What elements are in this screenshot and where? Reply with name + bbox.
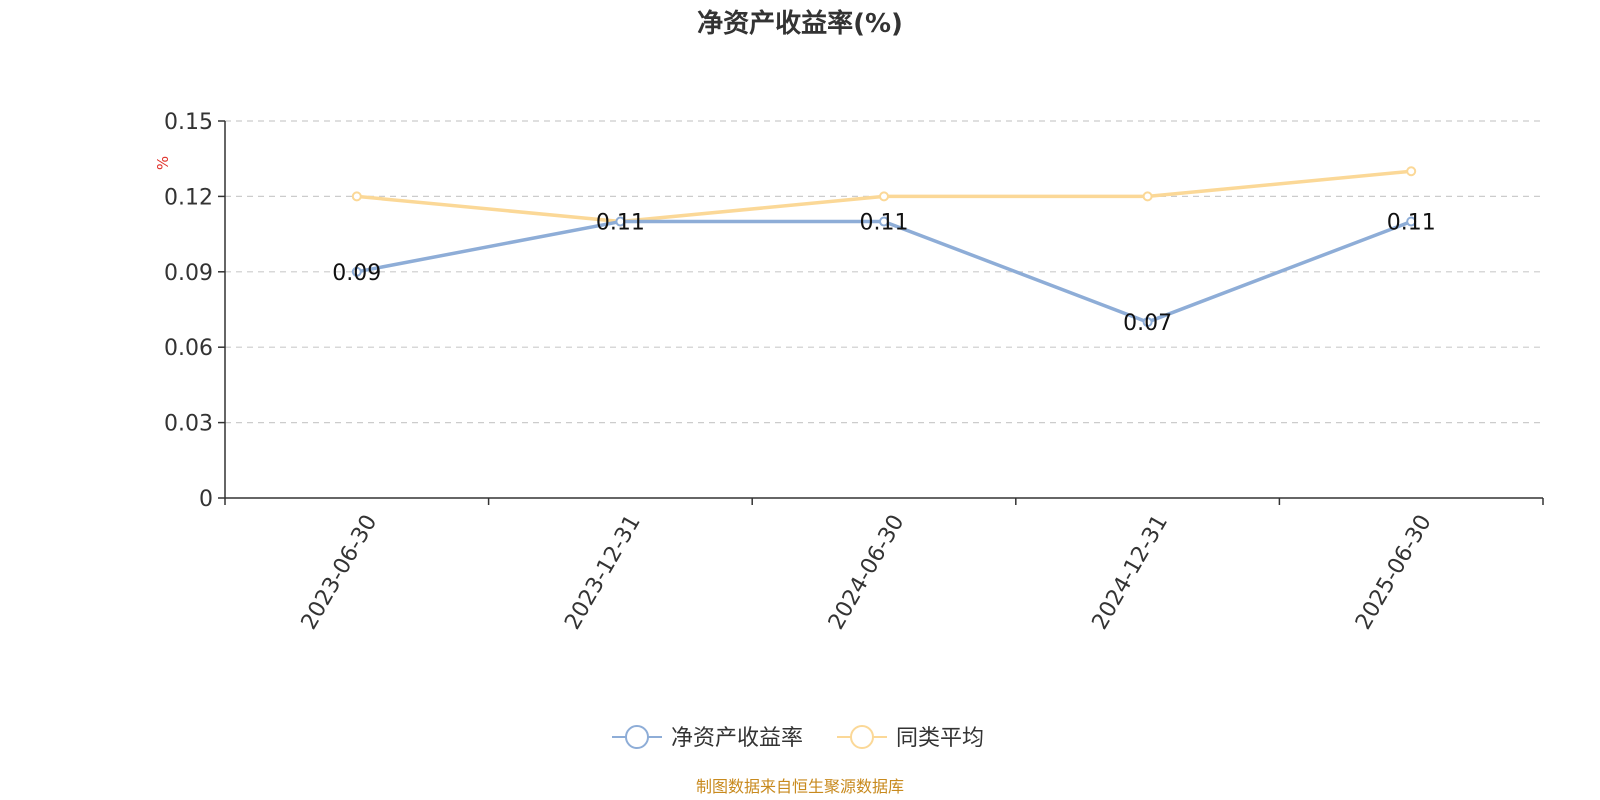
data-label: 0.09 bbox=[332, 261, 381, 286]
series-1-point[interactable] bbox=[351, 266, 362, 277]
legend-label-1[interactable]: 净资产收益率 bbox=[671, 726, 803, 751]
y-tick-label: 0.09 bbox=[164, 261, 213, 286]
series-1-point[interactable] bbox=[879, 216, 889, 227]
series-1-point[interactable] bbox=[1406, 216, 1417, 227]
series-2-point[interactable] bbox=[1142, 191, 1153, 202]
y-tick-label: 0.06 bbox=[164, 336, 213, 361]
y-tick-label: 0 bbox=[199, 487, 213, 512]
data-label: 0.11 bbox=[1387, 211, 1436, 236]
y-tick-label: 0.15 bbox=[164, 110, 213, 135]
x-tick-label: 2025-06-30 bbox=[1351, 511, 1437, 634]
series-2-point[interactable] bbox=[879, 191, 889, 202]
legend-swatch-circle-1[interactable] bbox=[625, 725, 649, 749]
series-1-point[interactable] bbox=[1142, 317, 1153, 328]
chart-title: 净资产收益率(%) bbox=[697, 8, 903, 39]
y-tick-label: 0.03 bbox=[164, 412, 213, 437]
data-label: 0.07 bbox=[1123, 311, 1172, 336]
data-label: 0.11 bbox=[860, 211, 909, 236]
series-2-point[interactable] bbox=[351, 191, 362, 202]
series-2-point[interactable] bbox=[1406, 166, 1417, 177]
x-tick-label: 2024-12-31 bbox=[1088, 511, 1174, 634]
y-axis-unit-label: % bbox=[154, 156, 172, 170]
legend-label-2[interactable]: 同类平均 bbox=[896, 726, 984, 751]
x-tick-label: 2023-12-31 bbox=[560, 511, 646, 634]
x-tick-label: 2023-06-30 bbox=[297, 511, 383, 634]
x-tick-label: 2024-06-30 bbox=[824, 511, 910, 634]
source-note: 制图数据来自恒生聚源数据库 bbox=[696, 777, 904, 796]
series-1-point[interactable] bbox=[615, 216, 626, 227]
legend-swatch-circle-2[interactable] bbox=[850, 725, 874, 749]
data-label: 0.11 bbox=[596, 211, 645, 236]
y-tick-label: 0.12 bbox=[164, 185, 213, 210]
